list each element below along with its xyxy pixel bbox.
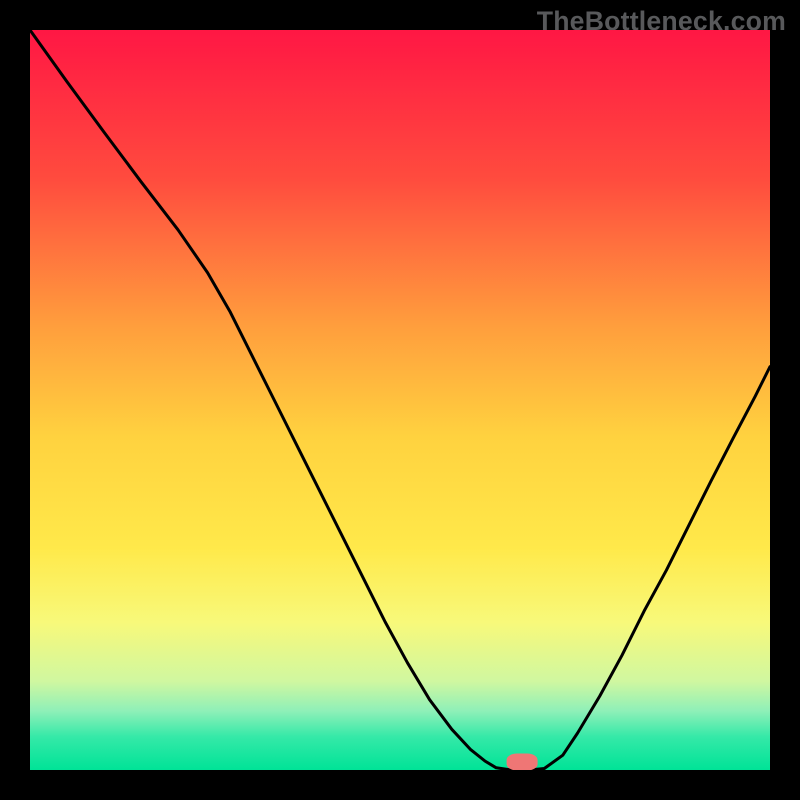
- gradient-background: [30, 30, 770, 770]
- chart-frame: TheBottleneck.com: [0, 0, 800, 800]
- minimum-marker: [507, 754, 537, 770]
- plot-area: [30, 30, 770, 770]
- plot-svg: [30, 30, 770, 770]
